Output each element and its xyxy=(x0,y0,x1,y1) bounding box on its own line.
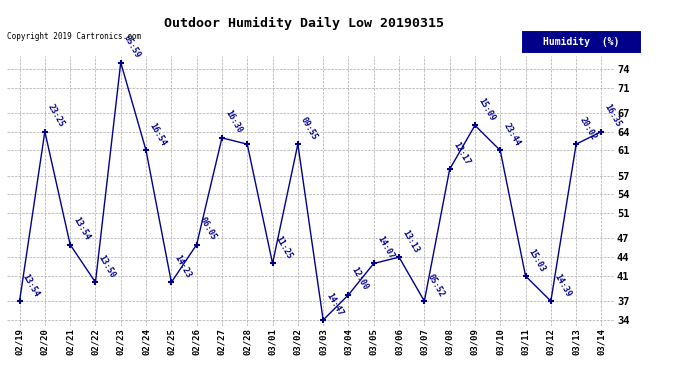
Text: 06:05: 06:05 xyxy=(198,216,218,242)
Text: 14:39: 14:39 xyxy=(552,272,573,298)
Text: 16:35: 16:35 xyxy=(603,103,623,129)
Text: Copyright 2019 Cartronics.com: Copyright 2019 Cartronics.com xyxy=(7,32,141,41)
Text: 13:50: 13:50 xyxy=(97,254,117,279)
Text: 14:23: 14:23 xyxy=(172,254,193,279)
Text: 16:54: 16:54 xyxy=(148,122,168,148)
Text: 13:13: 13:13 xyxy=(400,228,421,254)
Text: Outdoor Humidity Daily Low 20190315: Outdoor Humidity Daily Low 20190315 xyxy=(164,17,444,30)
Text: 13:54: 13:54 xyxy=(72,216,92,242)
Text: 09:55: 09:55 xyxy=(299,115,319,141)
Text: 13:54: 13:54 xyxy=(21,272,41,298)
Text: 15:09: 15:09 xyxy=(476,96,497,123)
Text: 14:07: 14:07 xyxy=(375,234,395,261)
Text: 12:17: 12:17 xyxy=(451,140,471,166)
Text: 14:47: 14:47 xyxy=(324,291,345,317)
Text: 12:00: 12:00 xyxy=(350,266,370,292)
Text: 15:03: 15:03 xyxy=(527,247,547,273)
Text: 23:44: 23:44 xyxy=(502,122,522,148)
Text: 05:52: 05:52 xyxy=(426,272,446,298)
Text: Humidity  (%): Humidity (%) xyxy=(543,37,620,47)
Text: 23:25: 23:25 xyxy=(46,103,66,129)
Text: 05:59: 05:59 xyxy=(122,34,142,60)
Text: 11:25: 11:25 xyxy=(274,234,294,261)
Text: 16:30: 16:30 xyxy=(224,109,244,135)
Text: 20:02: 20:02 xyxy=(578,115,598,141)
